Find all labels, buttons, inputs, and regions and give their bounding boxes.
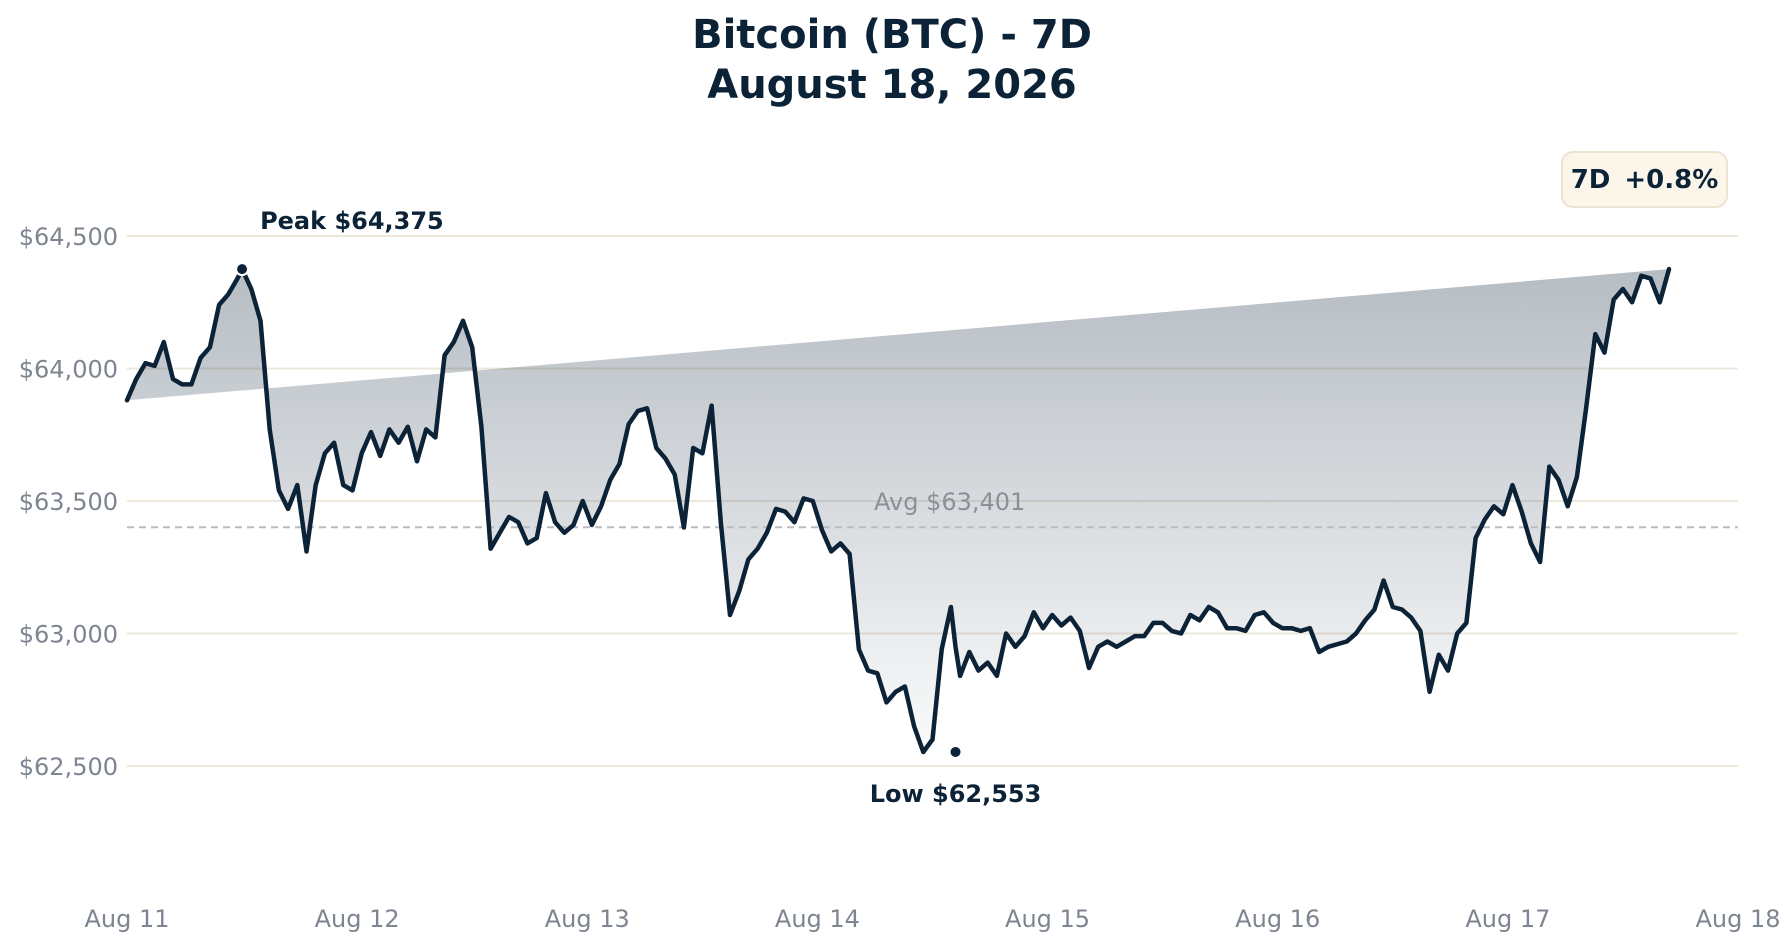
y-tick-label: $63,000 [19, 621, 118, 649]
badge-change: +0.8% [1624, 164, 1719, 195]
low-marker [948, 744, 963, 759]
x-tick-label: Aug 11 [84, 905, 169, 933]
average-label: Avg $63,401 [874, 488, 1025, 516]
y-tick-label: $63,500 [19, 488, 118, 516]
x-tick-label: Aug 15 [1005, 905, 1090, 933]
chart-subtitle-date: August 18, 2026 [707, 62, 1077, 108]
price-line [124, 266, 1672, 755]
price-area-fill [127, 269, 1669, 752]
peak-marker [235, 262, 250, 277]
badge-period: 7D [1570, 164, 1611, 195]
x-tick-label: Aug 13 [545, 905, 630, 933]
x-tick-label: Aug 16 [1235, 905, 1320, 933]
x-tick-label: Aug 12 [315, 905, 400, 933]
chart-title: Bitcoin (BTC) - 7D [692, 12, 1092, 58]
x-tick-label: Aug 18 [1695, 905, 1780, 933]
x-tick-label: Aug 14 [775, 905, 860, 933]
y-axis-ticks: $62,500 $63,000 $63,500 $64,000 $64,500 [19, 223, 118, 781]
peak-label: Peak $64,375 [260, 207, 444, 235]
y-tick-label: $62,500 [19, 753, 118, 781]
y-tick-label: $64,500 [19, 223, 118, 251]
low-label: Low $62,553 [870, 780, 1042, 808]
y-tick-label: $64,000 [19, 356, 118, 384]
change-badge: 7D +0.8% [1561, 151, 1728, 208]
x-tick-label: Aug 17 [1465, 905, 1550, 933]
x-axis-ticks: Aug 11 Aug 12 Aug 13 Aug 14 Aug 15 Aug 16 Aug … [84, 905, 1780, 933]
